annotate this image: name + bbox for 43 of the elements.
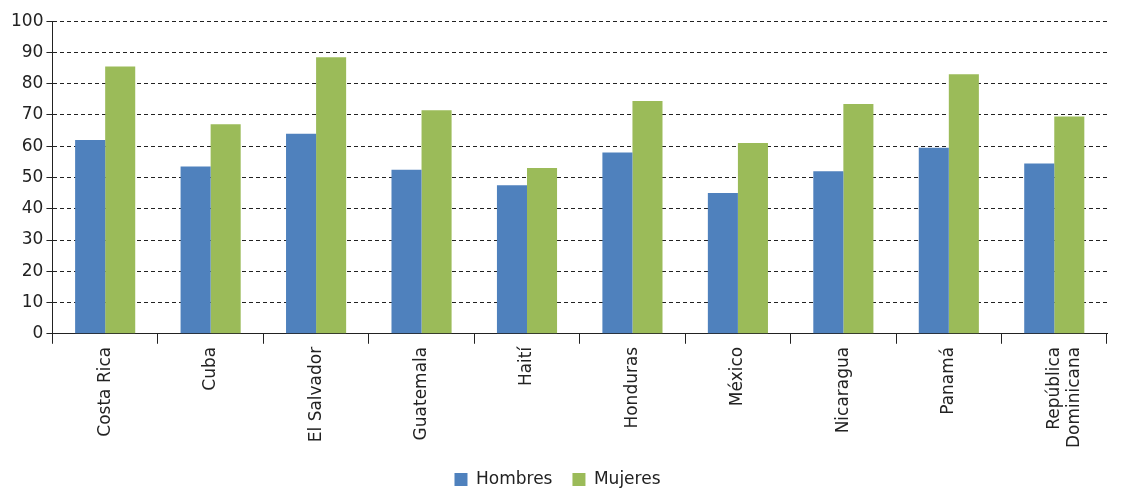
bar xyxy=(632,100,663,334)
y-tick-label: 60 xyxy=(21,134,44,155)
y-tick-label: 90 xyxy=(21,40,44,61)
x-tick-label: Honduras xyxy=(620,346,641,429)
y-tick-label: 100 xyxy=(10,9,44,30)
x-tick-label: República Dominicana xyxy=(1042,346,1084,449)
y-tick-label: 80 xyxy=(21,72,44,93)
legend-label: Hombres xyxy=(475,467,553,488)
x-tick-label: Nicaragua xyxy=(831,346,852,434)
bar xyxy=(527,168,558,334)
bar xyxy=(843,104,874,334)
bar xyxy=(948,74,979,334)
y-tick-label: 0 xyxy=(32,322,44,343)
bar xyxy=(105,66,136,334)
bar xyxy=(496,185,527,334)
bar xyxy=(1024,163,1055,334)
y-tick-label: 50 xyxy=(21,165,44,186)
bar xyxy=(210,124,241,334)
x-tick-label: Costa Rica xyxy=(93,346,114,437)
x-tick-label: México xyxy=(726,346,747,407)
y-tick-label: 30 xyxy=(21,228,44,249)
x-tick-label: Haití xyxy=(515,345,536,387)
bar xyxy=(180,166,211,334)
bar xyxy=(75,139,106,334)
bar xyxy=(707,193,738,334)
y-tick-label: 40 xyxy=(21,197,44,218)
bar xyxy=(737,143,768,334)
bar xyxy=(286,133,317,334)
bar xyxy=(421,110,452,334)
legend-label: Mujeres xyxy=(593,467,661,488)
y-tick-label: 20 xyxy=(21,259,44,280)
bar xyxy=(1054,116,1085,334)
x-tick-label: El Salvador xyxy=(304,346,325,443)
bar xyxy=(391,169,422,334)
bar xyxy=(813,171,844,334)
x-tick-label: Panamá xyxy=(937,346,958,415)
y-tick-label: 10 xyxy=(21,290,44,311)
bar xyxy=(918,147,949,334)
bar xyxy=(316,57,347,334)
x-tick-label: Guatemala xyxy=(409,346,430,441)
x-tick-label: Cuba xyxy=(199,346,220,391)
y-tick-label: 70 xyxy=(21,103,44,124)
bar xyxy=(602,152,633,334)
